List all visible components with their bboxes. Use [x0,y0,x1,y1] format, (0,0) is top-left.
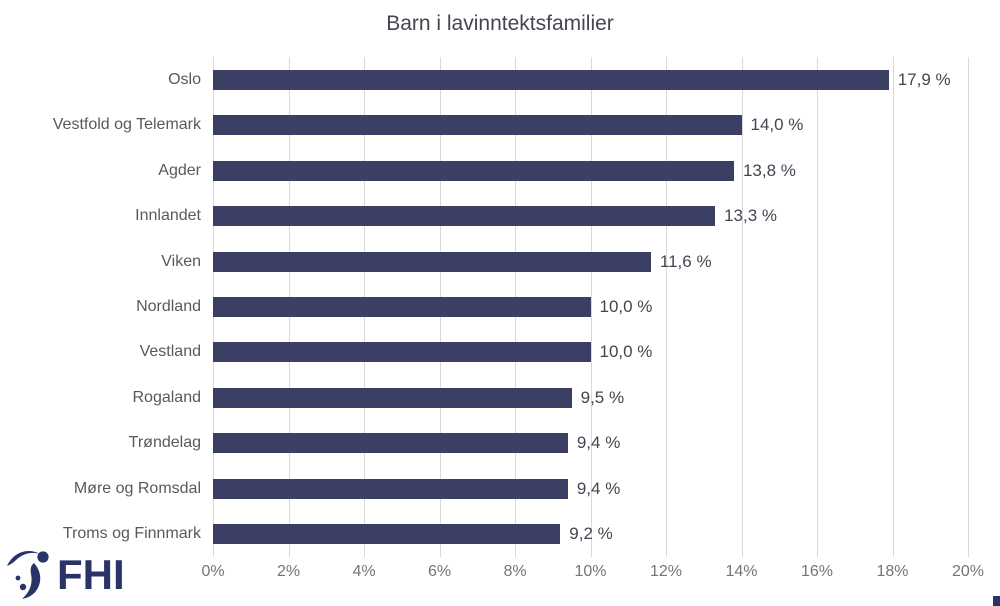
bar [213,115,742,136]
category-label: Oslo [168,70,201,88]
bar [213,69,889,90]
bar-track: 9,4 % [213,466,968,511]
category-label: Nordland [136,297,201,315]
bar-track: 10,0 % [213,330,968,375]
x-tick-label: 16% [800,563,834,580]
bar-track: 10,0 % [213,284,968,329]
bar-track: 13,8 % [213,148,968,193]
gridline [590,57,592,557]
value-label: 17,9 % [897,69,951,89]
category-label: Trøndelag [128,434,201,452]
bar-rows: Oslo 17,9 % Vestfold og Telemark 14,0 % Agde… [0,57,1000,557]
bar-row: Møre og Romsdal 9,4 % [0,466,1000,511]
bar [213,433,568,454]
bar-row: Viken 11,6 % [0,239,1000,284]
x-tick-label: 14% [725,563,758,580]
bar [213,478,568,499]
bar-track: 14,0 % [213,102,968,147]
value-label: 14,0 % [750,115,804,135]
bar [213,296,591,317]
bar-track: 9,2 % [213,512,968,557]
bar-row: Oslo 17,9 % [0,57,1000,102]
value-label: 9,4 % [576,433,621,453]
value-label: 9,2 % [569,524,613,544]
bar [213,524,561,545]
bar-row: Troms og Finnmark 9,2 % [0,512,1000,557]
category-label: Vestland [139,343,201,361]
x-tick-label: 12% [649,563,683,580]
gridline [817,57,818,557]
chart-title: Barn i lavinntektsfamilier [386,12,614,35]
gridline [741,57,743,557]
x-tick-label: 18% [876,563,909,580]
bar [213,251,651,272]
bar [213,342,591,363]
category-label: Rogaland [132,388,202,406]
category-label: Innlandet [135,207,201,225]
bar-track: 11,6 % [213,239,968,284]
category-label: Troms og Finnmark [62,525,201,543]
bar-row: Nordland 10,0 % [0,284,1000,329]
fhi-figure-icon [6,545,52,604]
x-tick-label: 2% [276,563,301,580]
bar-track: 9,5 % [213,375,968,420]
bar-row: Vestland 10,0 % [0,330,1000,375]
x-tick-label: 4% [352,563,376,580]
gridline [666,57,667,557]
bar-row: Trøndelag 9,4 % [0,421,1000,466]
bar-row: Innlandet 13,3 % [0,193,1000,238]
x-tick-label: 0% [201,563,225,580]
bar-row: Vestfold og Telemark 14,0 % [0,102,1000,147]
category-label: Agder [158,161,201,179]
value-label: 13,3 % [724,206,777,226]
fhi-logo: FHI [6,545,125,604]
value-label: 13,8 % [742,160,796,180]
value-label: 10,0 % [599,296,653,316]
gridline [892,57,894,557]
bar-row: Agder 13,8 % [0,148,1000,193]
x-axis: 0% 2% 4% 6% 8% 10% 12% 14% 16% 18% 20% [201,563,984,587]
x-tick-label: 6% [427,563,452,580]
bar-row: Rogaland 9,5 % [0,375,1000,420]
x-tick-label: 10% [574,563,607,580]
value-label: 9,5 % [580,387,625,407]
bottom-right-corner-mark [993,596,1000,606]
bar [213,387,572,408]
bar [213,160,734,181]
bar-track: 17,9 % [213,57,968,102]
gridline [968,57,969,557]
value-label: 9,4 % [576,478,621,498]
category-label: Møre og Romsdal [73,479,201,497]
bar-track: 13,3 % [213,193,968,238]
category-label: Vestfold og Telemark [52,116,201,134]
bar [213,206,716,227]
x-tick-label: 8% [503,563,527,580]
value-label: 10,0 % [599,342,653,362]
bar-chart: Oslo 17,9 % Vestfold og Telemark 14,0 % Agde… [0,57,1000,557]
category-label: Viken [161,252,201,270]
bar-track: 9,4 % [213,421,968,466]
fhi-logo-text: FHI [57,550,125,598]
value-label: 11,6 % [659,251,712,271]
x-tick-label: 20% [951,563,985,580]
